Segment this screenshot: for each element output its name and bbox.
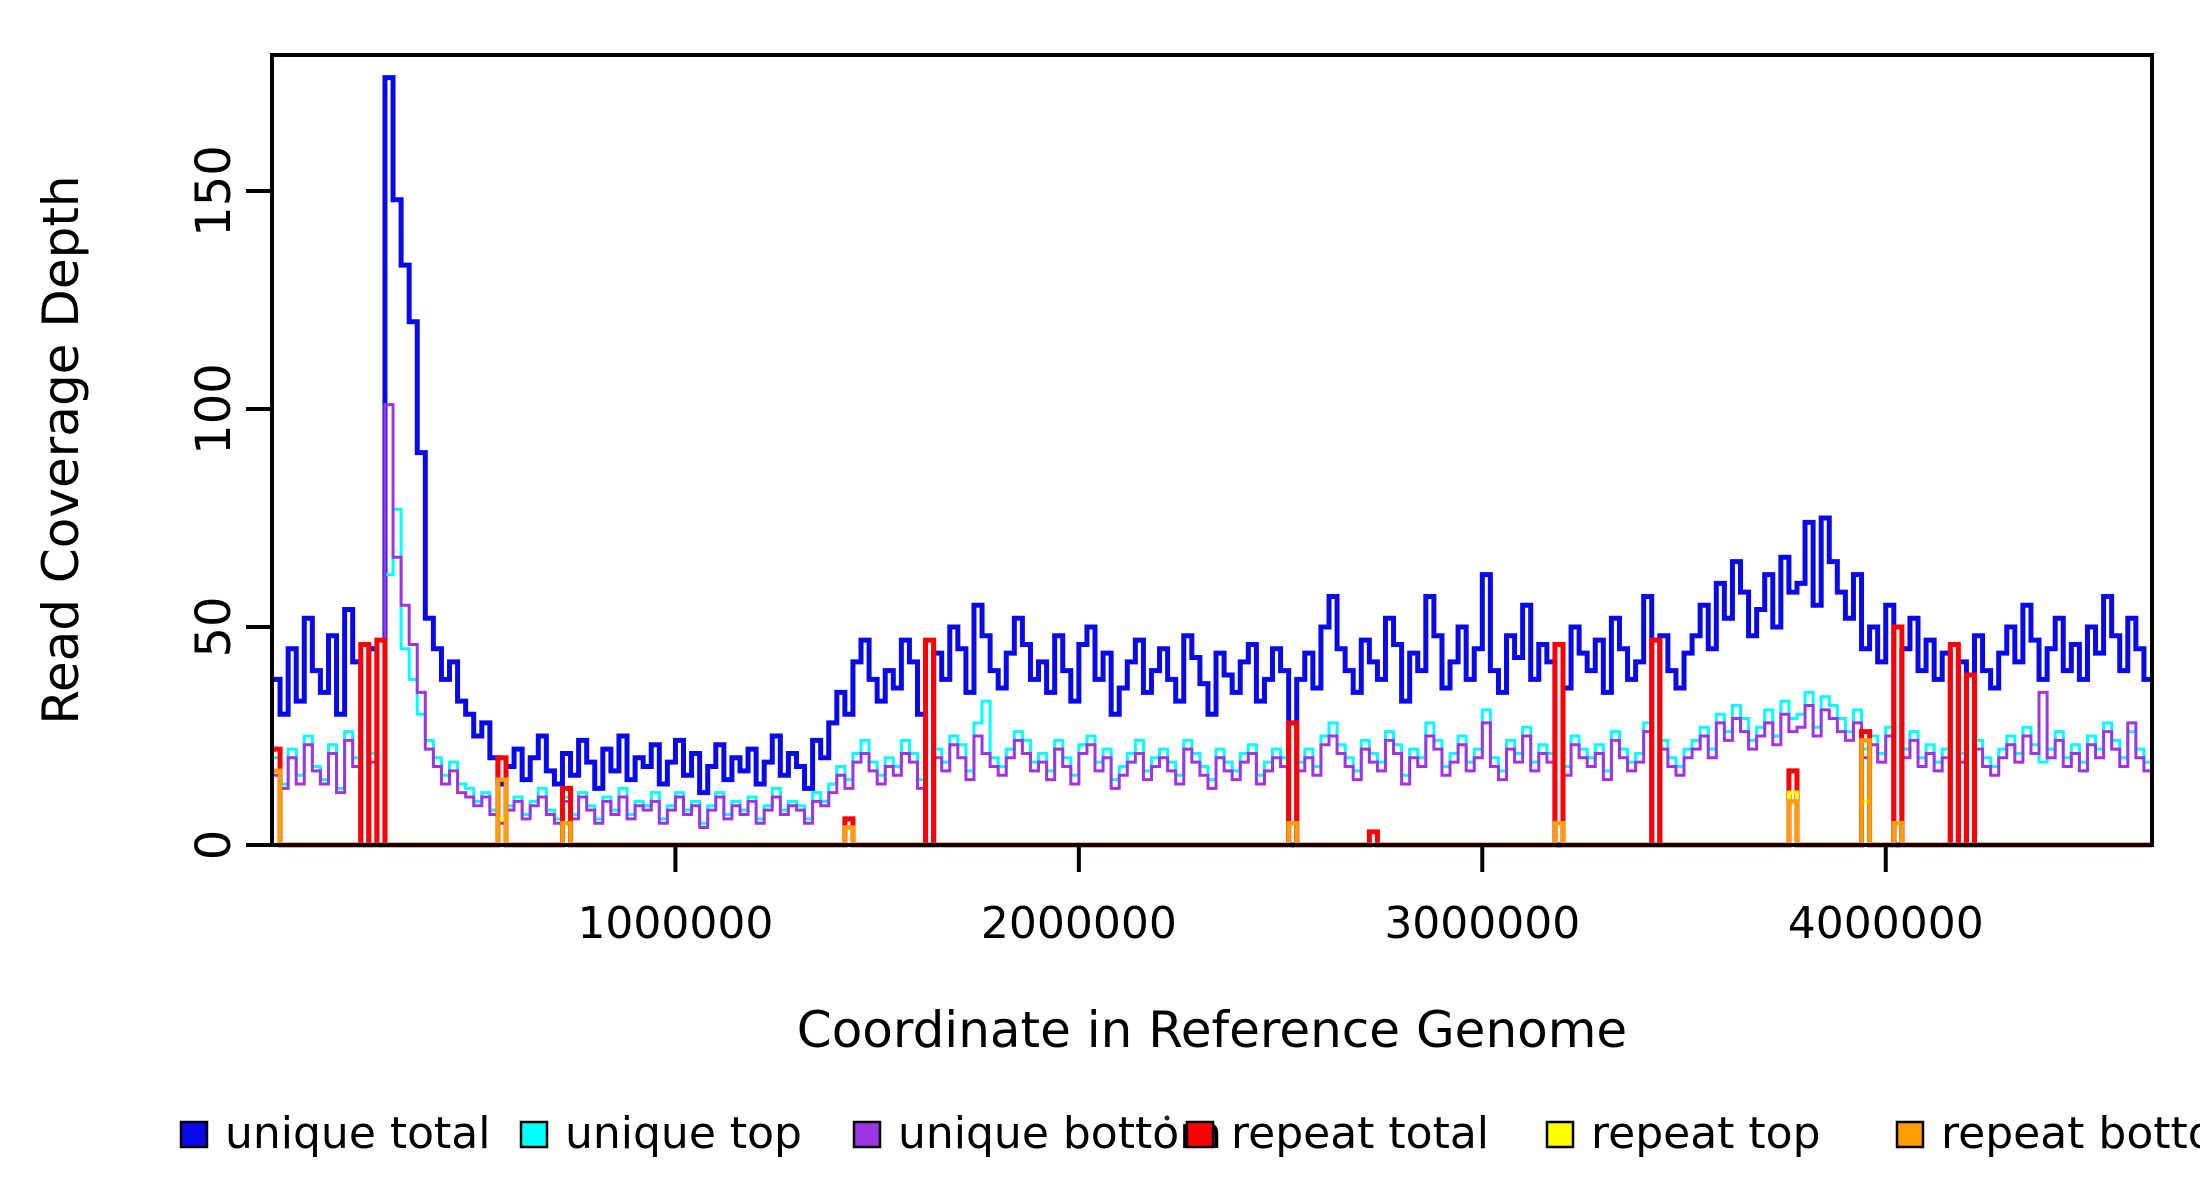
x-tick-label: 1000000 — [577, 898, 773, 949]
legend-label: unique top — [565, 1108, 802, 1159]
legend-label: repeat bottom — [1941, 1108, 2200, 1159]
legend-item-repeat-bottom: repeat bottom — [1895, 1108, 2200, 1159]
legend-label: unique total — [225, 1108, 490, 1159]
series-unique-total — [272, 75, 2152, 848]
series-repeat-bottom — [272, 738, 2152, 848]
legend-label: repeat top — [1591, 1108, 1821, 1159]
y-tick-label: 100 — [186, 363, 242, 455]
y-tick-label: 50 — [186, 596, 242, 657]
legend-swatch-unique-top — [519, 1120, 549, 1149]
y-tick-label: 150 — [186, 145, 242, 237]
series-unique-bottom — [272, 403, 2152, 847]
legend-swatch-repeat-top — [1545, 1120, 1575, 1149]
legend-swatch-unique-total — [179, 1120, 209, 1149]
y-tick-label: 0 — [186, 830, 242, 861]
legend-swatch-repeat-bottom — [1895, 1120, 1925, 1149]
y-axis-title: Read Coverage Depth — [32, 175, 90, 724]
legend-item-unique-top: unique top — [519, 1108, 802, 1159]
legend-swatch-repeat-total — [1185, 1120, 1215, 1149]
stray-dot — [1164, 1115, 1170, 1121]
x-axis-title: Coordinate in Reference Genome — [797, 1001, 1627, 1059]
legend-item-repeat-top: repeat top — [1545, 1108, 1821, 1159]
legend-label: repeat total — [1231, 1108, 1489, 1159]
x-tick-label: 3000000 — [1384, 898, 1580, 949]
plot-border — [270, 53, 2154, 847]
legend-item-repeat-total: repeat total — [1185, 1108, 1489, 1159]
legend-swatch-unique-bottom — [852, 1120, 882, 1149]
legend-item-unique-total: unique total — [179, 1108, 490, 1159]
series-layer — [272, 75, 2152, 848]
x-tick-label: 2000000 — [981, 898, 1177, 949]
x-tick-label: 4000000 — [1788, 898, 1984, 949]
legend: unique total unique top unique bottom repea… — [179, 1108, 2200, 1159]
axes-layer: 0 50 100 150 1000000 2000000 3000000 4000000 — [186, 53, 2154, 949]
legend-label: unique bottom — [898, 1108, 1222, 1159]
